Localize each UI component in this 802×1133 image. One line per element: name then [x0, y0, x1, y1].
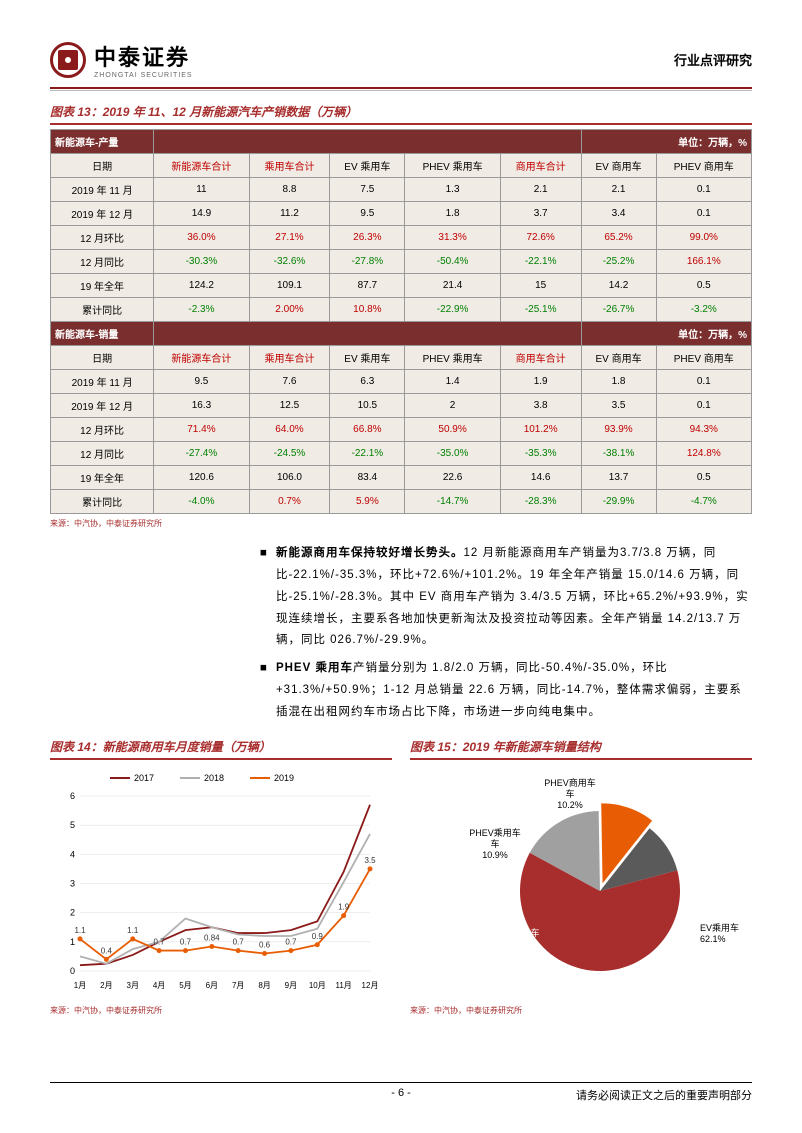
svg-text:10.2%: 10.2% [557, 800, 583, 810]
svg-text:4: 4 [70, 849, 75, 859]
chart14-svg: 0 1 2 3 4 5 6 1月 2月 3月 4月 5月 6月 7月 8月 9月 10月 11月 12月 2017 20… [50, 766, 380, 996]
chart14-source: 来源：中汽协，中泰证券研究所 [50, 1005, 392, 1016]
svg-text:车: 车 [565, 788, 574, 799]
svg-text:1月: 1月 [74, 981, 86, 990]
table13-title-num: 图表 13： [50, 105, 103, 119]
table13-title-bar: 图表 13：2019 年 11、12 月新能源汽车产销数据（万辆） [50, 103, 752, 125]
svg-text:0.7: 0.7 [180, 937, 192, 946]
svg-text:1.1: 1.1 [127, 926, 139, 935]
chart15-source: 来源：中汽协，中泰证券研究所 [410, 1005, 752, 1016]
svg-text:0.7: 0.7 [285, 937, 297, 946]
bullet-icon: ■ [260, 658, 268, 724]
svg-text:16.8%: 16.8% [507, 939, 533, 949]
svg-text:5: 5 [70, 820, 75, 830]
header-rule-red [50, 87, 752, 89]
svg-text:12月: 12月 [362, 981, 379, 990]
charts-row: 图表 14：新能源商用车月度销量（万辆） 0 1 2 3 4 5 6 1月 2月 3月 4月 5月 6月… [50, 738, 752, 1016]
svg-text:10.9%: 10.9% [482, 850, 508, 860]
svg-text:0.84: 0.84 [204, 933, 220, 942]
header-rule-grey [50, 90, 752, 91]
svg-text:0.6: 0.6 [259, 940, 271, 949]
body-paragraphs: ■ 新能源商用车保持较好增长势头。12 月新能源商用车产销量为3.7/3.8 万… [260, 543, 752, 724]
chart15-container: 图表 15：2019 年新能源车销量结构 EV乘用车62.1% EV商用车16.8… [410, 738, 752, 1016]
svg-text:PHEV商用车: PHEV商用车 [544, 777, 596, 788]
svg-text:3: 3 [70, 878, 75, 888]
svg-text:9月: 9月 [285, 981, 297, 990]
chart15-title-num: 图表 15： [410, 740, 463, 754]
svg-text:5月: 5月 [179, 981, 191, 990]
svg-text:0: 0 [70, 966, 75, 976]
svg-text:2: 2 [70, 907, 75, 917]
company-name-en: ZHONGTAI SECURITIES [94, 72, 193, 79]
svg-text:6月: 6月 [206, 981, 218, 990]
svg-text:1.9: 1.9 [338, 902, 350, 911]
page-number: - 6 - [391, 1087, 411, 1099]
logo-area: 中泰证券 ZHONGTAI SECURITIES [50, 40, 193, 79]
chart14-title-num: 图表 14： [50, 740, 103, 754]
svg-text:1: 1 [70, 937, 75, 947]
page: 中泰证券 ZHONGTAI SECURITIES 行业点评研究 图表 13：20… [0, 0, 802, 1133]
svg-text:7月: 7月 [232, 981, 244, 990]
svg-text:0.7: 0.7 [154, 937, 166, 946]
svg-text:10月: 10月 [309, 981, 326, 990]
svg-text:EV乘用车: EV乘用车 [700, 922, 739, 933]
svg-text:6: 6 [70, 791, 75, 801]
svg-text:2018: 2018 [204, 773, 224, 783]
svg-text:车: 车 [490, 838, 499, 849]
report-type: 行业点评研究 [674, 50, 752, 69]
svg-text:11月: 11月 [335, 981, 351, 990]
logo-icon [50, 42, 86, 78]
table13-title-text: 2019 年 11、12 月新能源汽车产销数据（万辆） [103, 105, 358, 119]
disclaimer: 请务必阅读正文之后的重要声明部分 [576, 1087, 752, 1103]
table13: 新能源车-产量单位：万辆，%日期新能源车合计乘用车合计EV 乘用车PHEV 乘用… [50, 129, 752, 514]
svg-text:2017: 2017 [134, 773, 154, 783]
svg-text:1.1: 1.1 [74, 926, 86, 935]
bullet-icon: ■ [260, 543, 268, 652]
svg-text:62.1%: 62.1% [700, 934, 726, 944]
svg-text:4月: 4月 [153, 981, 165, 990]
svg-text:8月: 8月 [258, 981, 270, 990]
company-name-cn: 中泰证券 [94, 40, 193, 72]
svg-text:3.5: 3.5 [364, 856, 376, 865]
svg-text:PHEV乘用车: PHEV乘用车 [469, 827, 521, 838]
chart15-title-text: 2019 年新能源车销量结构 [463, 740, 601, 754]
table13-source: 来源：中汽协，中泰证券研究所 [50, 518, 752, 529]
svg-text:3月: 3月 [127, 981, 139, 990]
svg-text:0.4: 0.4 [101, 946, 113, 955]
paragraph-1: 新能源商用车保持较好增长势头。12 月新能源商用车产销量为3.7/3.8 万辆，… [276, 543, 752, 652]
svg-text:2月: 2月 [100, 981, 112, 990]
page-header: 中泰证券 ZHONGTAI SECURITIES 行业点评研究 [50, 40, 752, 79]
chart14-container: 图表 14：新能源商用车月度销量（万辆） 0 1 2 3 4 5 6 1月 2月 3月 4月 5月 6月… [50, 738, 392, 1016]
chart14-title-text: 新能源商用车月度销量（万辆） [103, 740, 271, 754]
svg-text:2019: 2019 [274, 773, 294, 783]
paragraph-2: PHEV 乘用车产销量分别为 1.8/2.0 万辆，同比-50.4%/-35.0… [276, 658, 752, 724]
chart15-svg: EV乘用车62.1%EV商用车16.8%PHEV乘用车车10.9%PHEV商用车… [410, 766, 740, 996]
svg-text:EV商用车: EV商用车 [500, 927, 539, 938]
svg-text:0.7: 0.7 [233, 937, 245, 946]
page-footer: - 6 - 请务必阅读正文之后的重要声明部分 [50, 1082, 752, 1103]
svg-text:0.9: 0.9 [312, 932, 324, 941]
